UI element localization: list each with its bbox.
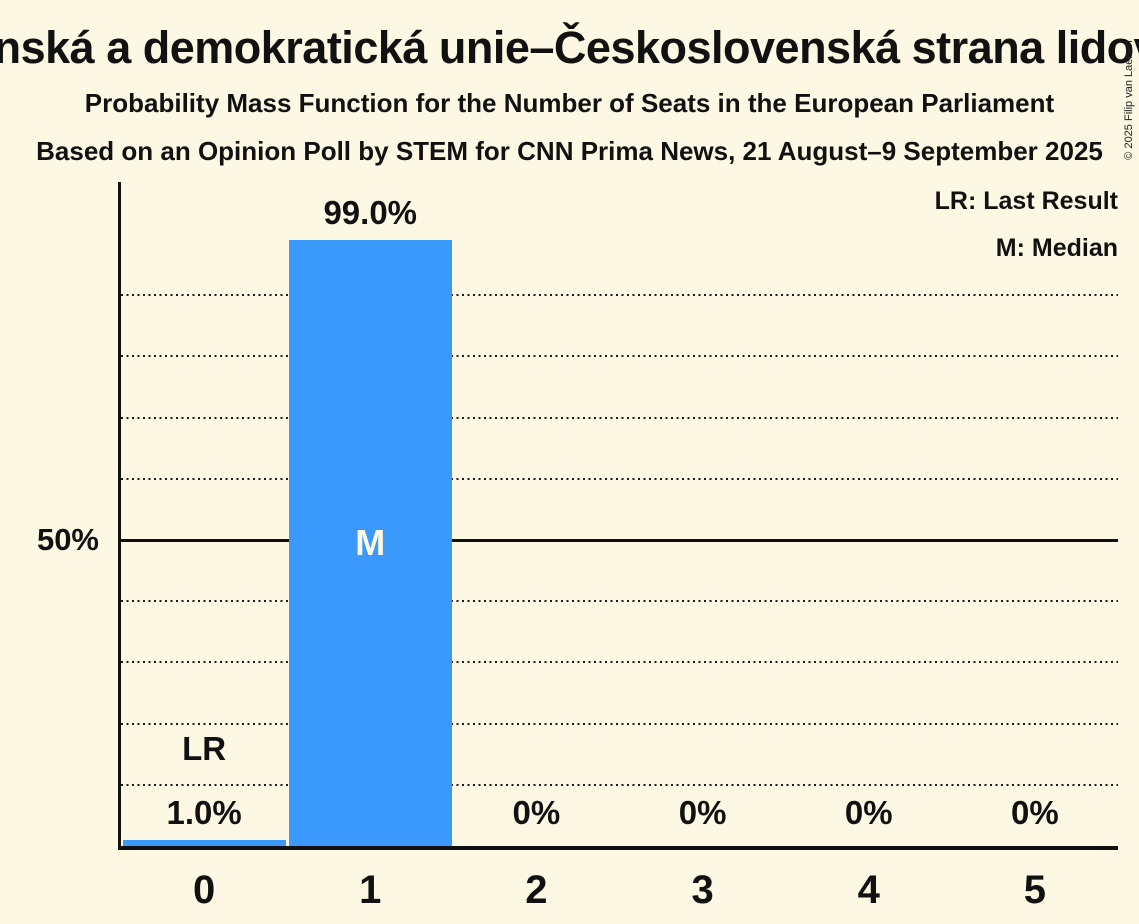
gridline-10pct	[121, 783, 1118, 786]
gridline-70pct	[121, 416, 1118, 419]
gridline-80pct	[121, 355, 1118, 358]
page-title: Křesťanská a demokratická unie–Českoslov…	[0, 22, 1139, 73]
bar-value-label-2: 0%	[512, 794, 561, 831]
bar-value-label-0: 1.0%	[166, 794, 242, 831]
copyright-text: © 2025 Filip van Laenen	[1123, 40, 1135, 160]
x-tick-label-1: 1	[359, 868, 382, 912]
gridline-50pct-solid	[121, 538, 1118, 542]
y-axis-tick-label: 50%	[36, 522, 99, 557]
x-tick-label-0: 0	[192, 868, 216, 912]
chart-source-line: Based on an Opinion Poll by STEM for CNN…	[36, 136, 1103, 166]
gridline-90pct	[121, 294, 1118, 297]
median-label: M	[355, 522, 386, 564]
x-tick-label-4: 4	[857, 868, 880, 912]
gridline-20pct	[121, 722, 1118, 725]
legend-last-result: LR: Last Result	[934, 187, 1118, 215]
bar-value-label-1: 99.0%	[323, 194, 418, 232]
x-axis	[118, 846, 1118, 850]
last-result-label: LR	[182, 730, 227, 767]
legend: LR: Last Result M: Median	[935, 178, 1118, 272]
plot-area: 1.0% 99.0% 0% 0% 0% 0% LR M	[121, 182, 1118, 846]
x-tick-label-2: 2	[525, 868, 548, 912]
bar-1	[288, 240, 452, 846]
gridline-40pct	[121, 600, 1118, 603]
y-axis	[118, 182, 121, 850]
x-tick-label-5: 5	[1023, 868, 1047, 912]
gridline-60pct	[121, 477, 1118, 480]
bar-value-label-3: 0%	[678, 794, 727, 831]
bar-value-label-4: 0%	[844, 794, 893, 831]
gridline-30pct	[121, 661, 1118, 664]
bar-value-label-5: 0%	[1011, 794, 1059, 831]
chart-subtitle: Probability Mass Function for the Number…	[84, 88, 1055, 118]
legend-median: M: Median	[995, 234, 1118, 262]
bar-0	[122, 839, 286, 846]
x-tick-label-3: 3	[691, 868, 714, 912]
